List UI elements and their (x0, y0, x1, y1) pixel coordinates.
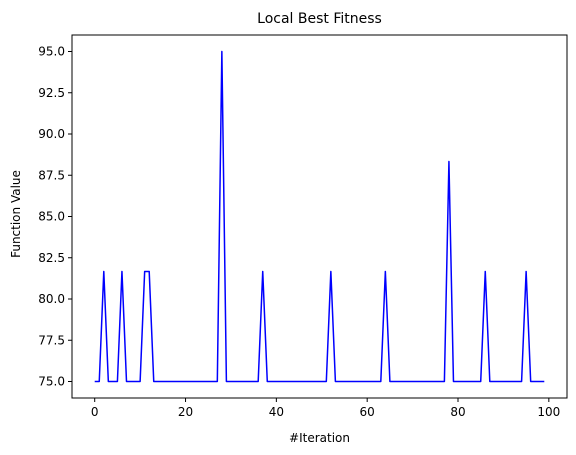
y-tick-label: 82.5 (38, 251, 65, 265)
y-axis-label: Function Value (9, 170, 23, 258)
y-tick-label: 87.5 (38, 168, 65, 182)
y-axis-ticks: 75.0 77.5 80.0 82.5 85.0 87.5 90.0 92.5 95.0 (38, 45, 72, 389)
x-tick-label: 80 (450, 405, 465, 419)
x-tick-label: 0 (91, 405, 99, 419)
x-axis-ticks: 0 20 40 60 80 100 (91, 398, 560, 419)
series-line-0 (94, 50, 545, 383)
x-tick-label: 100 (537, 405, 560, 419)
y-tick-label: 85.0 (38, 210, 65, 224)
y-tick-label: 80.0 (38, 292, 65, 306)
x-tick-label: 20 (178, 405, 193, 419)
x-tick-label: 60 (360, 405, 375, 419)
x-axis-label: #Iteration (289, 431, 350, 445)
x-tick-label: 40 (269, 405, 284, 419)
chart-title: Local Best Fitness (257, 11, 382, 27)
plot-area (94, 50, 545, 383)
y-tick-label: 75.0 (38, 375, 65, 389)
y-tick-label: 77.5 (38, 333, 65, 347)
plot-frame (71, 34, 568, 399)
y-tick-label: 90.0 (38, 127, 65, 141)
y-tick-label: 95.0 (38, 45, 65, 59)
y-tick-label: 92.5 (38, 86, 65, 100)
